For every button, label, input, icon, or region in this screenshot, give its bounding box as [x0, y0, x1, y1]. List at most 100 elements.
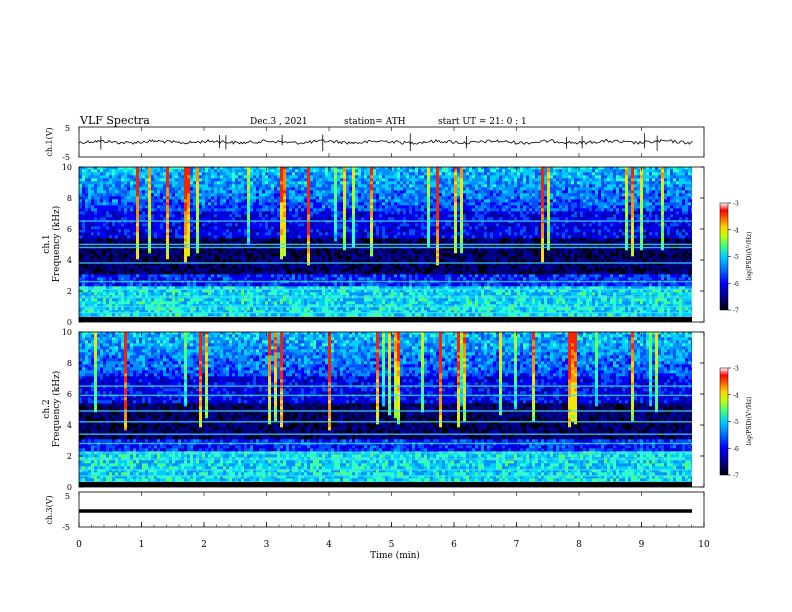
spectrogram-cell [85, 298, 89, 302]
spectrogram-cell [298, 259, 302, 263]
spectrogram-cell [97, 304, 101, 308]
spectrogram-cell [85, 292, 89, 296]
spectrogram-cell [241, 274, 245, 278]
spectrogram-cell [448, 289, 452, 293]
spectrogram-cell [358, 292, 362, 296]
spectrogram-cell [400, 274, 404, 278]
spectrogram-cell [373, 298, 377, 302]
spectrogram-cell [523, 250, 527, 254]
spectrogram-cell [565, 265, 569, 269]
spectrogram-cell [250, 313, 254, 317]
spectrogram-cell [232, 247, 236, 251]
spectrogram-cell [298, 283, 302, 287]
spectrogram-cell [268, 310, 272, 314]
spectrogram-cell [430, 265, 434, 269]
spectrogram-cell [241, 298, 245, 302]
spectrogram-cell [505, 286, 509, 290]
spectrogram-cell [478, 307, 482, 311]
spectrogram-cell [598, 313, 602, 317]
spectrogram-cell [496, 292, 500, 296]
spectrogram-cell [478, 298, 482, 302]
spectrogram-cell [163, 286, 167, 290]
spectrogram-cell [238, 313, 242, 317]
spectrogram-cell [94, 259, 98, 263]
spectrogram-cell [154, 256, 158, 260]
spectrogram-cell [625, 274, 629, 278]
spectrogram-cell [469, 283, 473, 287]
spectrogram-cell [133, 253, 137, 257]
spectrogram-cell [688, 298, 692, 302]
spectrogram-cell [604, 256, 608, 260]
spectrogram-cell [370, 307, 374, 311]
spectrogram-cell [163, 265, 167, 269]
spectrogram-cell [340, 250, 344, 254]
spectrogram-cell [634, 289, 638, 293]
spectrogram-cell [151, 304, 155, 308]
spectrogram-cell [421, 274, 425, 278]
spectrogram-cell [355, 250, 359, 254]
spectrogram-cell [370, 304, 374, 308]
spectrogram-cell [475, 259, 479, 263]
spectrogram-cell [148, 292, 152, 296]
spectrogram-cell [424, 250, 428, 254]
spectrogram-cell [235, 271, 239, 275]
spectrogram-cell [397, 313, 401, 317]
spectrogram-cell [433, 301, 437, 305]
spectrogram-cell [139, 256, 143, 260]
spectrogram-cell [280, 250, 284, 254]
spectrogram-cell [550, 268, 554, 272]
spectrogram-cell [427, 250, 431, 254]
spectrogram-cell [367, 256, 371, 260]
spectrogram-cell [496, 286, 500, 290]
spectrogram-cell [652, 286, 656, 290]
spectrogram-cell [580, 268, 584, 272]
spectrogram-cell [250, 271, 254, 275]
spectrogram-cell [115, 286, 119, 290]
spectrogram-cell [361, 307, 365, 311]
spectrogram-cell [682, 277, 686, 281]
spectrogram-cell [367, 292, 371, 296]
spectrogram-cell [649, 304, 653, 308]
spectrogram-cell [457, 268, 461, 272]
spectrogram-cell [571, 253, 575, 257]
spectrogram-cell [679, 289, 683, 293]
spectrogram-cell [652, 292, 656, 296]
spectrogram-cell [310, 268, 314, 272]
spectrogram-cell [340, 277, 344, 281]
spectrogram-cell [691, 253, 692, 257]
spectrogram-cell [430, 313, 434, 317]
spectrogram-cell [241, 268, 245, 272]
spectrogram-cell [529, 301, 533, 305]
spectrogram-cell [520, 259, 524, 263]
spectrogram-cell [484, 271, 488, 275]
spectrogram-cell [541, 307, 545, 311]
spectrogram-cell [226, 304, 230, 308]
spectrogram-cell [535, 283, 539, 287]
spectrogram-cell [214, 274, 218, 278]
spectrogram-cell [472, 301, 476, 305]
spectrogram-cell [169, 256, 173, 260]
spectrogram-cell [604, 274, 608, 278]
spectrogram-cell [304, 268, 308, 272]
spectrogram-cell [388, 250, 392, 254]
spectrogram-cell [412, 259, 416, 263]
spectrogram-cell [184, 274, 188, 278]
spectrogram-cell [370, 283, 374, 287]
spectrogram-cell [82, 277, 86, 281]
spectrogram-cell [616, 259, 620, 263]
spectrogram-cell [469, 259, 473, 263]
spectrogram-cell [235, 283, 239, 287]
spectrogram-cell [175, 307, 179, 311]
spectrogram-cell [376, 313, 380, 317]
spectrogram-cell [403, 307, 407, 311]
spectrogram-cell [664, 250, 668, 254]
spectrogram-cell [289, 259, 293, 263]
spectrogram-cell [643, 250, 647, 254]
spectrogram-cell [403, 304, 407, 308]
spectrogram-cell [253, 250, 257, 254]
spectrogram-cell [559, 265, 563, 269]
spectrogram-cell [496, 283, 500, 287]
spectrogram-cell [169, 268, 173, 272]
spectrogram-cell [592, 268, 596, 272]
spectrogram-cell [667, 271, 671, 275]
